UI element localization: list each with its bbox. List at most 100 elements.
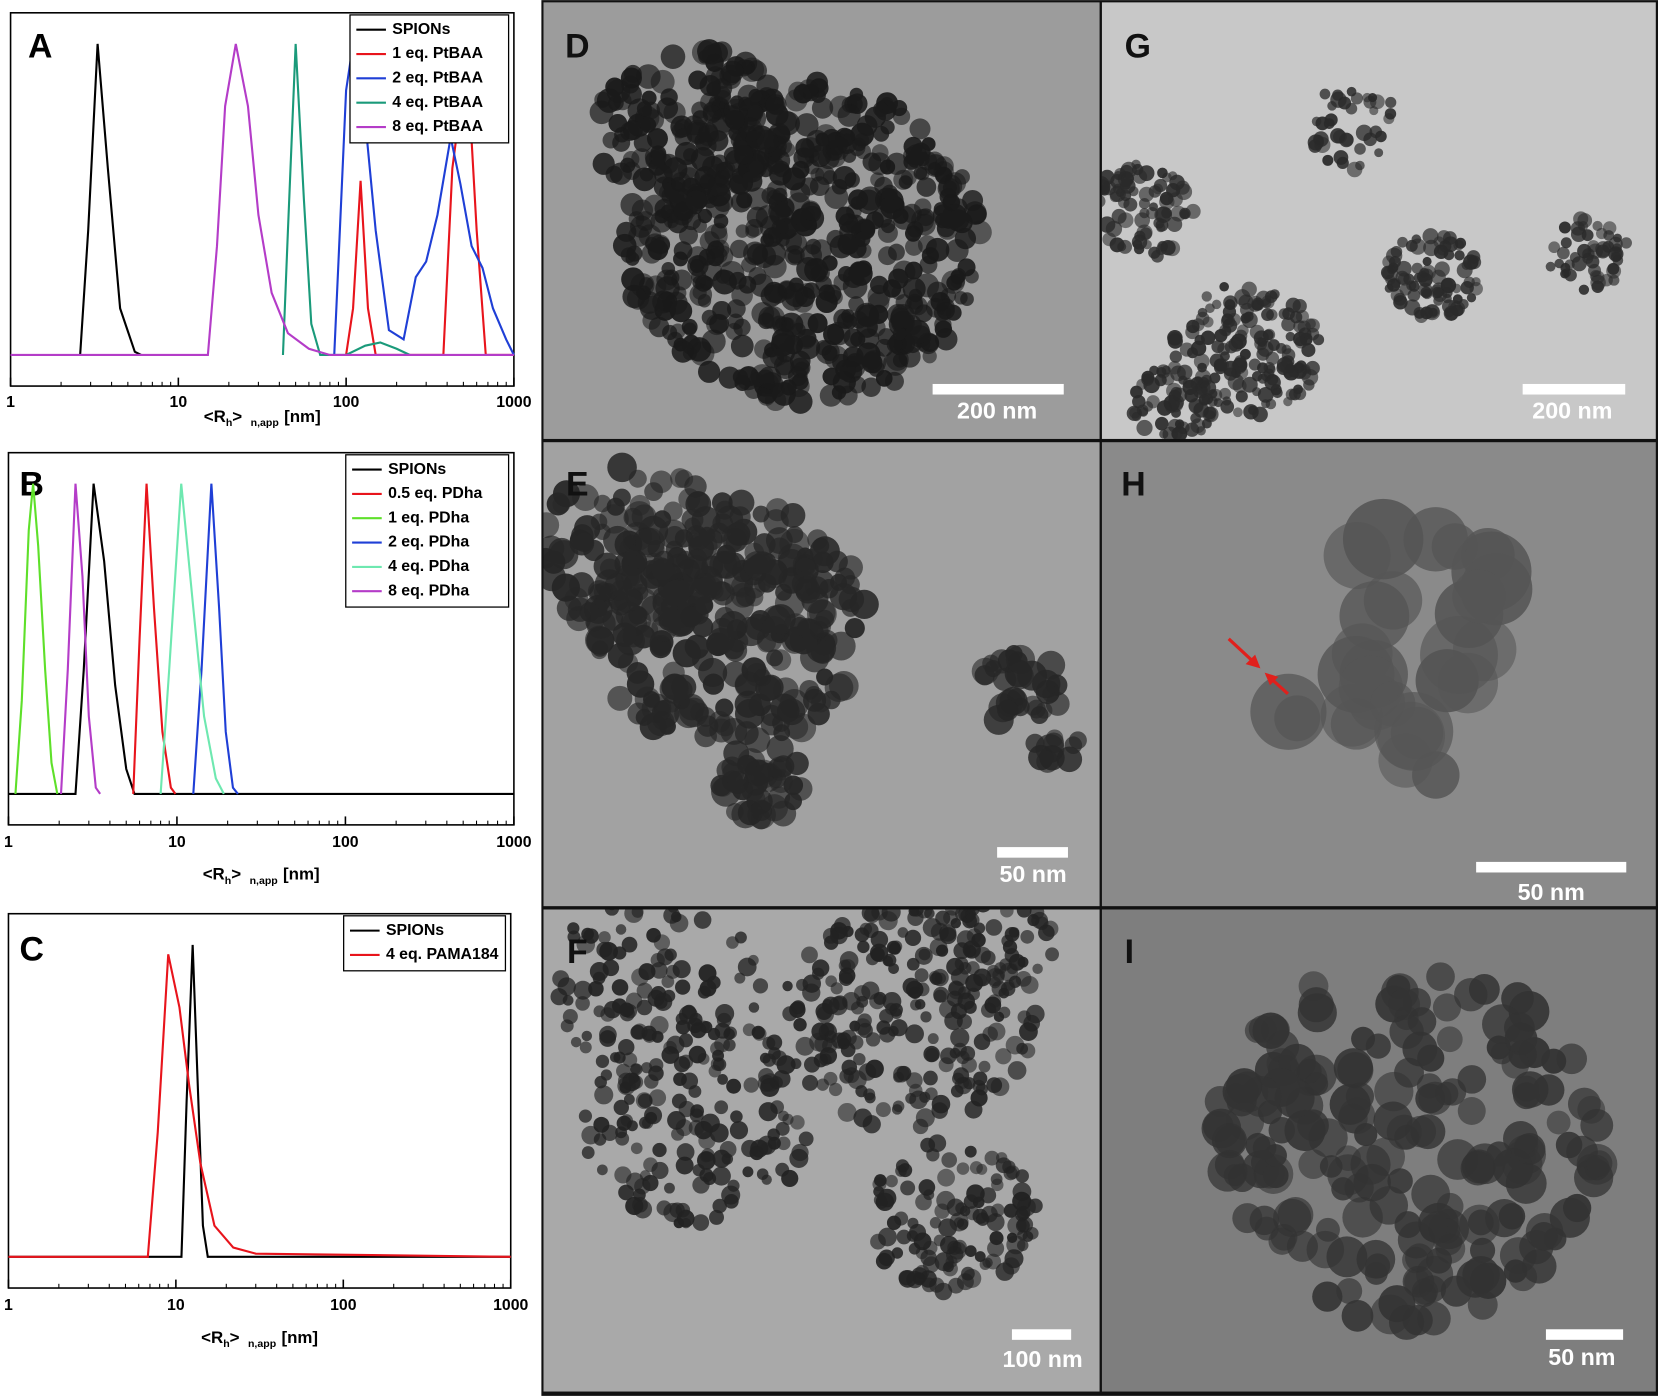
particle: [964, 1245, 977, 1258]
particle: [1441, 287, 1453, 298]
particle: [1365, 1253, 1391, 1279]
particle: [802, 1074, 819, 1091]
particle: [986, 1077, 1003, 1094]
particle: [861, 981, 880, 1000]
particle: [616, 1115, 632, 1131]
particle: [758, 1067, 775, 1085]
particle: [956, 1218, 969, 1230]
particle: [1436, 1026, 1463, 1053]
particle: [982, 1257, 993, 1268]
particle: [672, 639, 701, 668]
particle: [634, 1178, 651, 1195]
particle: [1162, 172, 1172, 183]
particle: [1503, 1121, 1539, 1157]
particle: [882, 279, 902, 298]
particle: [766, 735, 794, 763]
particle: [622, 522, 652, 552]
particle: [1452, 304, 1464, 317]
particle: [707, 975, 721, 990]
particle: [1459, 1204, 1500, 1246]
series-line: [8, 483, 514, 795]
particle: [750, 273, 774, 298]
particle: [995, 1048, 1012, 1065]
particle: [712, 550, 741, 579]
particle: [1226, 1068, 1263, 1105]
particle: [877, 222, 898, 243]
particle: [779, 689, 810, 719]
particle: [782, 980, 793, 992]
particle: [741, 257, 757, 273]
particle: [1012, 1182, 1032, 1202]
particle: [697, 1151, 716, 1170]
particle: [798, 79, 819, 99]
particle: [828, 996, 848, 1016]
particle: [1567, 1087, 1601, 1121]
particle: [1418, 272, 1433, 288]
particle: [960, 292, 974, 306]
particle: [868, 152, 891, 176]
x-axis-label-part: [nm]: [281, 1328, 318, 1347]
particle: [848, 376, 867, 394]
particle: [935, 944, 949, 957]
x-tick-label: 1000: [496, 394, 531, 411]
particle: [885, 1174, 898, 1188]
particle: [1149, 202, 1158, 212]
series-line: [14, 483, 59, 795]
particle: [1036, 750, 1059, 773]
particle: [1109, 191, 1121, 203]
particle: [875, 1252, 893, 1270]
particle: [626, 245, 643, 262]
particle: [822, 690, 841, 710]
x-axis-label: <Rh> n,app [nm]: [204, 407, 321, 429]
particle: [1268, 1117, 1296, 1144]
legend-label: 1 eq. PtBAA: [392, 45, 483, 62]
particle: [767, 1128, 780, 1141]
particle: [1227, 1163, 1257, 1193]
particle: [941, 1152, 958, 1168]
particle: [981, 1205, 998, 1223]
particle: [1554, 258, 1564, 269]
particle: [716, 759, 739, 782]
tem-content: [1101, 2, 1656, 439]
particle: [549, 540, 579, 570]
particle: [1333, 1048, 1374, 1088]
particle: [567, 597, 593, 622]
particle: [908, 1083, 923, 1098]
particle: [995, 1262, 1015, 1281]
particle: [810, 640, 835, 664]
particle: [918, 948, 931, 961]
particle: [698, 657, 728, 688]
particle: [1161, 207, 1172, 219]
particle: [854, 1018, 872, 1036]
particle: [1297, 1058, 1322, 1084]
particle: [670, 171, 691, 192]
particle: [1339, 581, 1410, 651]
particle: [960, 1045, 976, 1061]
particle: [601, 1124, 618, 1141]
particle: [736, 192, 753, 209]
particle: [721, 1185, 741, 1205]
particle: [1239, 348, 1251, 360]
particle: [1438, 1078, 1467, 1106]
particle: [1393, 295, 1408, 310]
particle: [964, 1145, 977, 1158]
particle: [881, 909, 901, 922]
particle: [641, 595, 668, 622]
particle: [1294, 336, 1308, 349]
particle: [1045, 947, 1059, 962]
particle: [905, 144, 927, 166]
series-line: [59, 483, 102, 795]
particle: [712, 1198, 727, 1214]
particle: [946, 209, 969, 232]
particle: [1200, 330, 1216, 345]
particle: [795, 312, 819, 336]
x-axis-label-part: [nm]: [283, 865, 320, 884]
particle: [869, 304, 889, 324]
particle: [1222, 318, 1238, 333]
particle: [1416, 1301, 1451, 1336]
particle: [1581, 229, 1594, 242]
particle: [676, 1143, 695, 1161]
particle: [633, 133, 653, 153]
particle: [747, 954, 759, 966]
